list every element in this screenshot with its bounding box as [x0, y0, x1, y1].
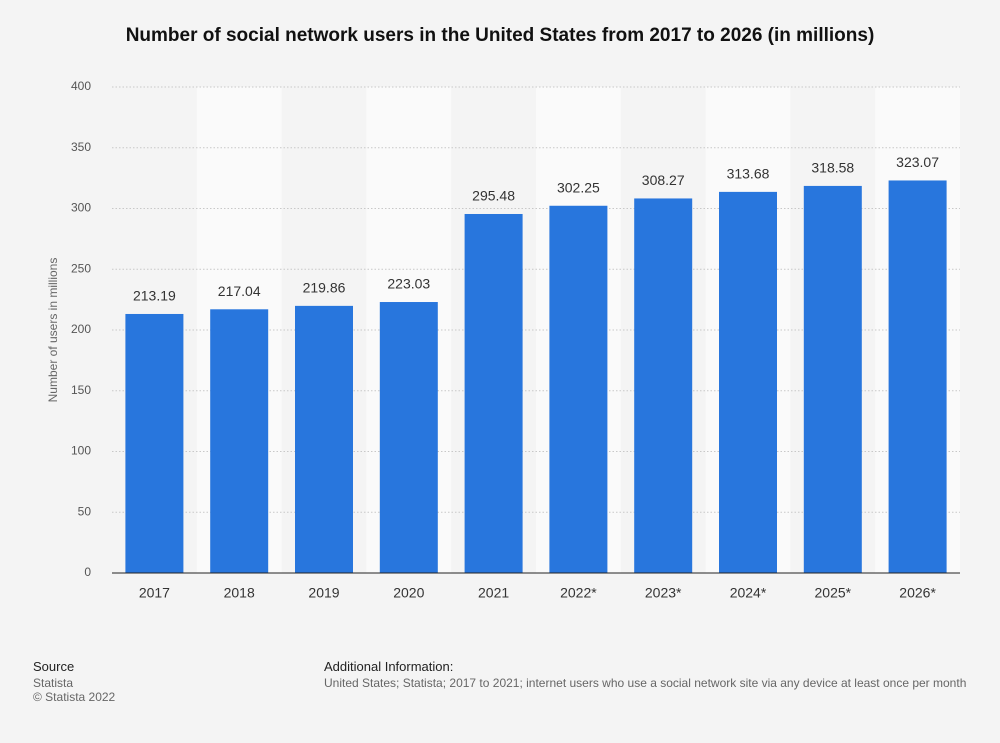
- y-tick-label: 150: [71, 383, 91, 397]
- x-tick-label: 2026*: [899, 585, 936, 601]
- source-heading: Source: [33, 659, 75, 674]
- y-tick-label: 300: [71, 201, 91, 215]
- source: Statista: [33, 676, 74, 690]
- chart: Number of social network users in the Un…: [46, 25, 960, 601]
- y-tick-label: 0: [84, 565, 91, 579]
- x-tick-label: 2020: [393, 585, 424, 601]
- data-label: 223.03: [387, 276, 430, 292]
- data-label: 217.04: [218, 283, 261, 299]
- bar: [464, 213, 523, 573]
- data-label: 213.19: [133, 288, 176, 304]
- copyright: © Statista 2022: [33, 690, 116, 704]
- x-tick-label: 2021: [478, 585, 509, 601]
- bar: [634, 198, 693, 573]
- bar: [125, 313, 184, 573]
- y-tick-label: 200: [71, 322, 91, 336]
- source-block: Source Statista © Statista 2022: [33, 659, 115, 704]
- x-tick-label: 2025*: [815, 585, 852, 601]
- data-label: 308.27: [642, 172, 685, 188]
- info-block: Additional Information: United States; S…: [324, 659, 1000, 690]
- y-tick-label: 250: [71, 261, 91, 275]
- x-tick-label: 2023*: [645, 585, 682, 601]
- info: United States; Statista; 2017 to 2021; i…: [324, 676, 967, 690]
- x-tick-label: 2019: [308, 585, 339, 601]
- bar: [888, 180, 947, 573]
- data-label: 219.86: [303, 280, 346, 296]
- bar: [379, 302, 438, 573]
- x-tick-label: 2018: [224, 585, 255, 601]
- y-tick-label: 100: [71, 444, 91, 458]
- chart-title: Number of social network users in the Un…: [126, 25, 875, 46]
- bar: [210, 309, 269, 573]
- bar: [719, 191, 777, 574]
- info-heading: Additional Information:: [324, 659, 454, 674]
- data-label: 318.58: [811, 160, 854, 176]
- data-label: 302.25: [557, 179, 600, 195]
- bar: [803, 185, 862, 573]
- data-label: 323.07: [896, 154, 939, 170]
- x-tick-label: 2017: [139, 585, 170, 601]
- bar: [549, 205, 608, 574]
- y-tick-label: 50: [78, 504, 92, 518]
- y-tick-label: 400: [71, 79, 91, 93]
- x-tick-label: 2022*: [560, 585, 597, 601]
- data-label: 295.48: [472, 188, 515, 204]
- data-label: 313.68: [727, 166, 770, 182]
- y-axis-label: Number of users in millions: [46, 258, 60, 403]
- x-tick-label: 2024*: [730, 585, 767, 601]
- bar: [295, 305, 353, 573]
- y-tick-label: 350: [71, 140, 91, 154]
